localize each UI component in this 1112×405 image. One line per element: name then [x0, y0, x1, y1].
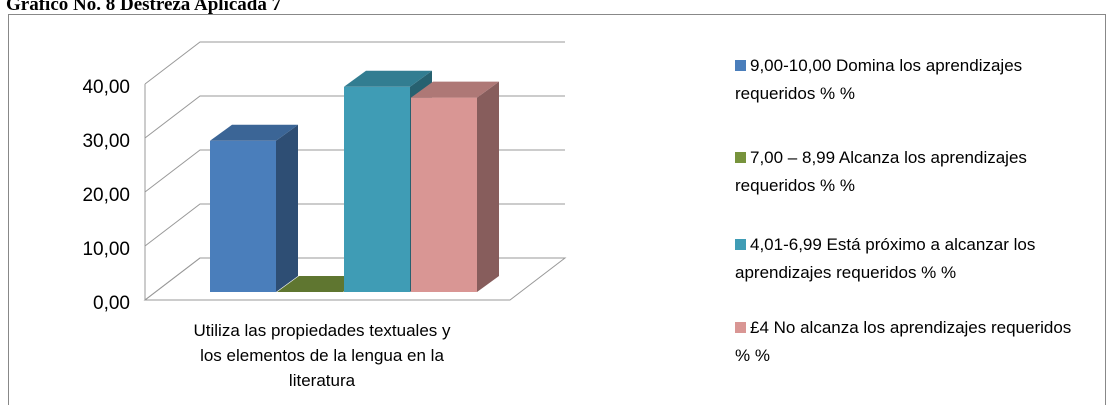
bar	[411, 97, 477, 292]
bar-top	[210, 124, 298, 141]
legend-label: £4 No alcanza los aprendizajes requerido…	[735, 318, 1072, 365]
legend-label: 4,01-6,99 Está próximo a alcanzar los ap…	[735, 235, 1036, 282]
y-tick-label: 20,00	[82, 185, 130, 206]
legend-swatch	[735, 239, 746, 250]
bar	[210, 140, 276, 292]
bar-top	[411, 81, 499, 98]
chart-border	[8, 14, 1106, 405]
chart-title: Gráfico No. 8 Destreza Aplicada 7	[6, 0, 282, 15]
bar-side	[276, 124, 298, 292]
bar-top	[277, 276, 365, 292]
legend-swatch	[735, 322, 746, 333]
legend-entry: 9,00-10,00 Domina los aprendizajes reque…	[735, 52, 1080, 108]
legend-entry: 7,00 – 8,99 Alcanza los aprendizajes req…	[735, 144, 1080, 200]
x-tick-label: Utiliza las propiedades textuales y los …	[193, 321, 451, 390]
legend-entry: £4 No alcanza los aprendizajes requerido…	[735, 314, 1080, 370]
y-tick-label: 0,00	[93, 293, 130, 314]
bar	[344, 86, 410, 292]
legend-swatch	[735, 152, 746, 163]
y-tick-label: 40,00	[82, 77, 130, 98]
y-tick-label: 10,00	[82, 239, 130, 260]
legend-swatch	[735, 60, 746, 71]
bar-side	[477, 81, 499, 292]
legend-entry: 4,01-6,99 Está próximo a alcanzar los ap…	[735, 231, 1080, 287]
bar-top	[344, 70, 432, 87]
legend-label: 7,00 – 8,99 Alcanza los aprendizajes req…	[735, 148, 1027, 195]
legend-label: 9,00-10,00 Domina los aprendizajes reque…	[735, 56, 1023, 103]
grid-line	[144, 41, 565, 85]
y-tick-label: 30,00	[82, 131, 130, 152]
